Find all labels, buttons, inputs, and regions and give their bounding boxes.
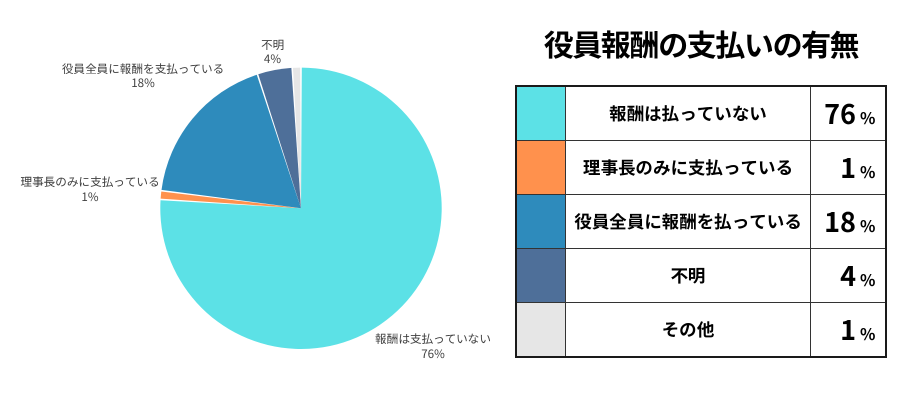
legend-value-percent-sign: %: [860, 159, 876, 183]
legend-value-number: 18: [824, 201, 856, 240]
legend-value: 18%: [811, 195, 885, 248]
legend-label: その他: [566, 303, 811, 356]
legend-label: 報酬は払っていない: [566, 87, 811, 140]
pie-slice-2: [161, 74, 301, 209]
legend-value-percent-sign: %: [860, 321, 876, 345]
legend-swatch: [517, 195, 566, 248]
legend-label: 理事長のみに支払っている: [566, 141, 811, 194]
pie-label-line: 76%: [421, 345, 445, 362]
legend-row-1: 理事長のみに支払っている 1%: [517, 140, 885, 194]
pie-label-line: 不明: [260, 36, 285, 53]
legend-value-percent-sign: %: [860, 213, 876, 237]
legend-row-2: 役員全員に報酬を払っている 18%: [517, 194, 885, 248]
legend-value-number: 1: [840, 309, 856, 348]
legend-value-number: 76: [824, 93, 856, 132]
pie-label-line: 役員全員に報酬を支払っている: [61, 60, 225, 77]
legend-row-0: 報酬は払っていない 76%: [517, 87, 885, 140]
legend-value-number: 1: [840, 147, 856, 186]
legend-table: 報酬は払っていない 76% 理事長のみに支払っている 1% 役員全員に報酬を払っている 1…: [515, 85, 887, 358]
legend-swatch: [517, 87, 566, 140]
legend-row-4: その他 1%: [517, 302, 885, 356]
pie-slice-label: 不明 4%: [260, 36, 285, 67]
legend-value-percent-sign: %: [860, 105, 876, 129]
pie-slice-label: 役員全員に報酬を支払っている 18%: [61, 60, 225, 91]
pie-slice-label: 報酬は支払っていない 76%: [375, 332, 491, 361]
pie-slice-0: [160, 67, 442, 349]
chart-title: 役員報酬の支払いの有無: [543, 21, 860, 65]
legend-value: 4%: [811, 249, 885, 302]
legend-label: 役員全員に報酬を払っている: [566, 195, 811, 248]
pie-label-line: 報酬は支払っていない: [375, 331, 491, 347]
legend-value: 76%: [811, 87, 885, 140]
legend-swatch: [517, 303, 566, 356]
pie-slice-4: [292, 67, 301, 209]
pie-slice-1: [160, 191, 301, 209]
legend-swatch: [517, 141, 566, 194]
legend-value: 1%: [811, 303, 885, 356]
pie-label-line: 4%: [263, 51, 282, 67]
legend-value-number: 4: [840, 255, 856, 294]
legend-row-3: 不明 4%: [517, 248, 885, 302]
legend-swatch: [517, 249, 566, 302]
legend-label: 不明: [566, 249, 811, 302]
legend-value: 1%: [811, 141, 885, 194]
pie-slice-3: [258, 67, 301, 209]
legend-value-percent-sign: %: [860, 267, 876, 291]
pie-label-line: 18%: [131, 75, 155, 91]
pie-label-line: 1%: [81, 188, 99, 205]
pie-label-line: 理事長のみに支払っている: [20, 174, 160, 191]
pie-slice-label: 理事長のみに支払っている 1%: [20, 175, 159, 204]
